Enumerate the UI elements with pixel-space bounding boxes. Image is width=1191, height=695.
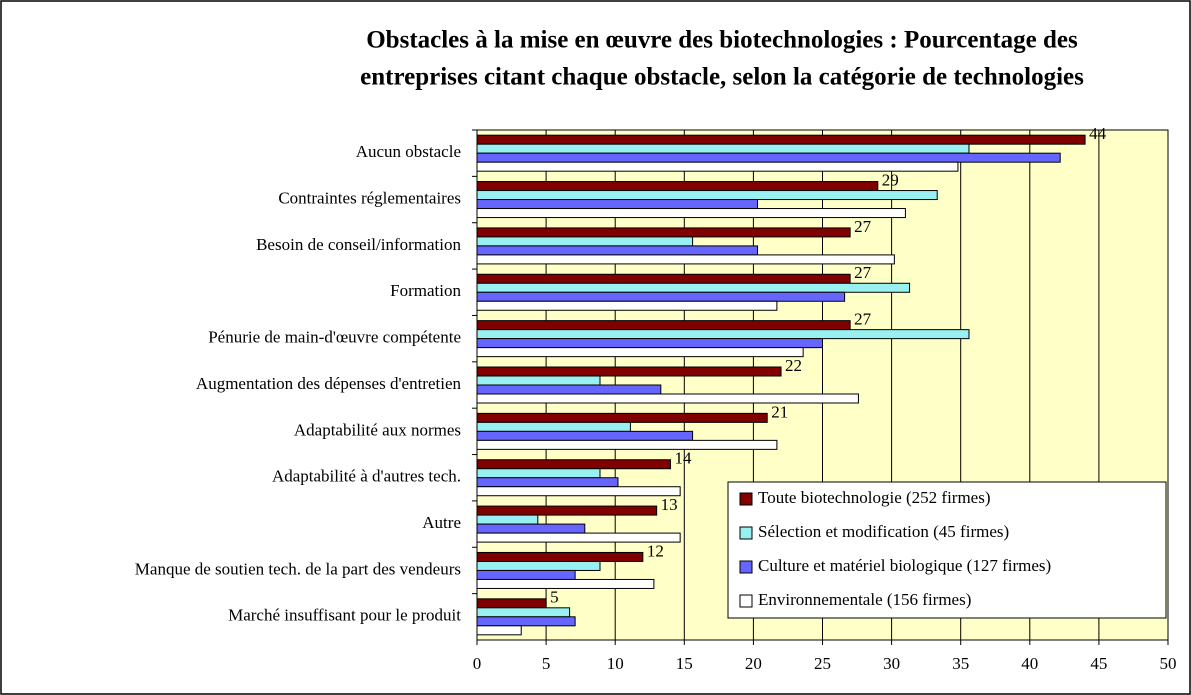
bar [476,347,804,358]
chart-title: entreprises citant chaque obstacle, selo… [360,64,1084,91]
y-tick-label: Formation [390,281,461,300]
bar [476,468,601,479]
bar [476,430,694,441]
bar [476,514,539,525]
data-label: 5 [550,588,559,607]
data-label: 22 [785,356,802,375]
bar [476,412,768,423]
bar [476,384,662,395]
bar [476,393,859,404]
bar [476,532,681,543]
bar [476,616,576,627]
legend: Toute biotechnologie (252 firmes) Sélecti… [727,481,1167,619]
chart-title: Obstacles à la mise en œuvre des biotech… [366,27,1078,54]
x-tick-label: 50 [1160,654,1177,673]
bar [476,477,619,488]
bar [476,366,782,377]
bar [476,273,851,284]
x-tick-label: 5 [542,654,551,673]
legend-swatch [739,526,753,540]
x-tick-label: 25 [814,654,831,673]
y-tick-label: Besoin de conseil/information [256,235,461,254]
bar [476,254,895,265]
legend-box [727,481,1167,619]
data-label: 27 [854,310,872,329]
bar [476,486,681,497]
y-tick-label: Adaptabilité aux normes [294,420,461,439]
bar [476,143,970,154]
legend-label: Environnementale (156 firmes) [758,590,971,609]
data-label: 27 [854,217,872,236]
data-label: 27 [854,263,872,282]
bar [476,578,655,589]
bar [476,375,601,386]
bar [476,245,759,256]
bar [476,227,851,238]
bar [476,236,694,247]
y-tick-label: Manque de soutien tech. de la part des v… [135,559,461,578]
bar [476,560,601,571]
bar [476,607,571,618]
bar [476,181,879,192]
data-label: 13 [661,495,678,514]
bar [476,551,644,562]
bar [476,282,911,293]
bar [476,208,906,219]
bar [476,134,1086,145]
legend-swatch [739,594,753,608]
bar [476,199,759,210]
bar [476,439,778,450]
x-tick-label: 30 [883,654,900,673]
x-tick-label: 40 [1021,654,1038,673]
y-tick-label: Pénurie de main-d'œuvre compétente [208,328,461,347]
data-label: 21 [771,402,788,421]
x-tick-label: 0 [473,654,482,673]
bar [476,161,959,172]
bar [476,598,547,609]
bar [476,505,658,516]
legend-label: Culture et matériel biologique (127 firm… [758,556,1051,575]
legend-label: Toute biotechnologie (252 firmes) [758,488,991,507]
legend-label: Sélection et modification (45 firmes) [758,522,1009,541]
bar [476,569,576,580]
legend-swatch [739,492,753,506]
bar [476,523,586,534]
y-tick-label: Marché insuffisant pour le produit [228,606,461,625]
bar [476,329,970,340]
y-tick-label: Contraintes réglementaires [278,188,461,207]
bar [476,300,778,311]
x-tick-label: 20 [745,654,762,673]
x-tick-label: 10 [607,654,624,673]
bar [476,625,522,636]
bar [476,152,1061,163]
bar [476,190,938,201]
y-tick-label: Augmentation des dépenses d'entretien [196,374,462,393]
x-tick-label: 35 [952,654,969,673]
data-label: 14 [674,449,692,468]
data-label: 12 [647,541,664,560]
bar [476,459,671,470]
y-tick-label: Autre [422,513,461,532]
bar [476,421,631,432]
y-tick-label: Adaptabilité à d'autres tech. [272,467,461,486]
x-tick-label: 15 [676,654,693,673]
bar [476,291,846,302]
legend-swatch [739,560,753,574]
bar [476,320,851,331]
x-tick-label: 45 [1090,654,1107,673]
y-tick-label: Aucun obstacle [356,142,461,161]
bar [476,338,823,349]
data-label: 44 [1089,124,1107,143]
data-label: 29 [882,170,899,189]
